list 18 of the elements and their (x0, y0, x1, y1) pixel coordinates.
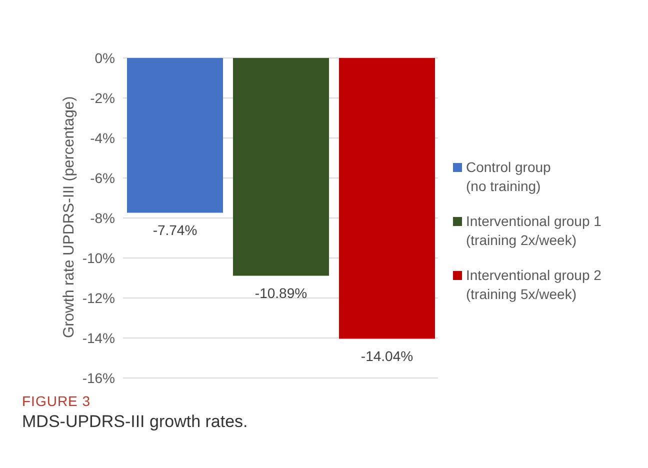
y-axis-title: Growth rate UPDRS-III (percentage) (60, 96, 78, 338)
y-tick-label: -8% (90, 210, 115, 226)
legend-label: Control group (no training) (466, 158, 551, 196)
y-tick-label: -14% (82, 330, 115, 346)
legend-label: Interventional group 1 (training 2x/week) (466, 212, 602, 250)
data-label: -14.04% (360, 348, 414, 364)
y-tick-label: -16% (82, 370, 115, 386)
y-tick-label: -12% (82, 290, 115, 306)
y-tick-label: 0% (94, 50, 115, 66)
legend-label: Interventional group 2 (training 5x/week) (466, 266, 602, 304)
y-tick-label: -2% (90, 90, 115, 106)
data-label: -10.89% (254, 284, 308, 301)
data-label: -7.74% (152, 222, 198, 238)
y-tick-label: -6% (90, 170, 115, 186)
y-tick-label: -10% (82, 250, 115, 266)
text: MDS-UPDRS-III growth rates. (22, 412, 248, 432)
y-tick-label: -4% (90, 130, 115, 146)
text: FIGURE 3 (22, 393, 91, 409)
